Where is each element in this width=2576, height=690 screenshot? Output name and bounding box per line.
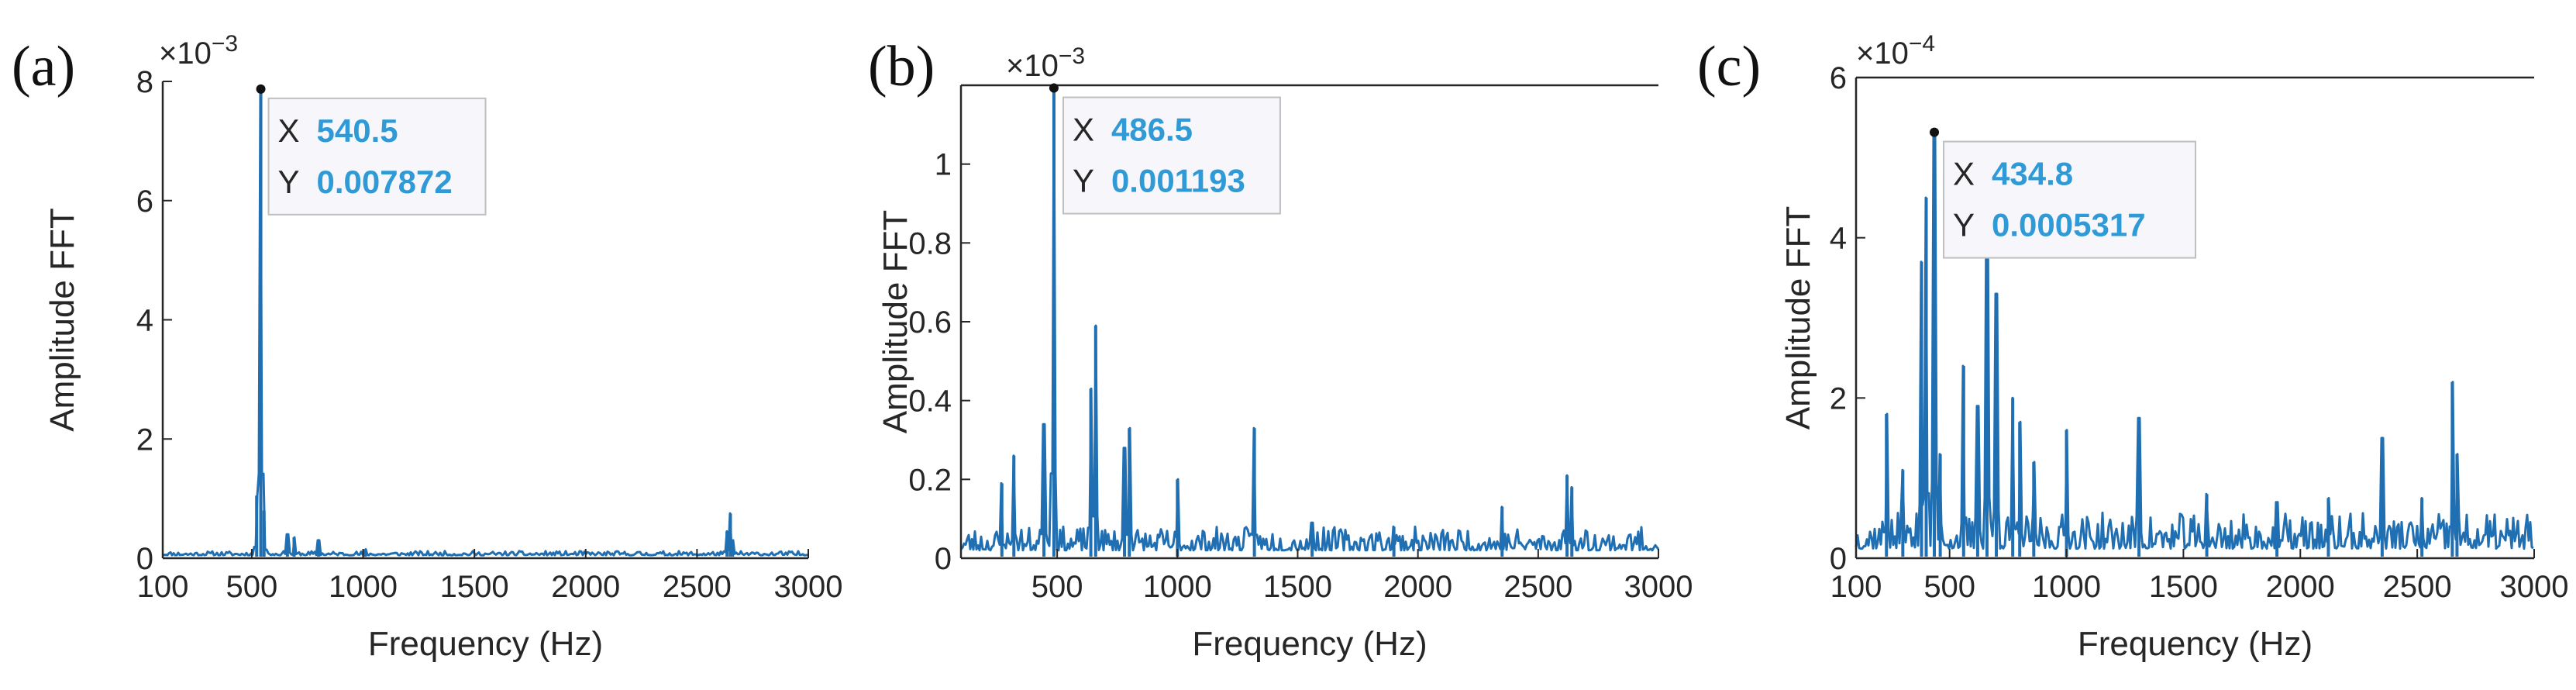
x-tick-label: 500: [1923, 570, 1975, 604]
datatip-marker: [1049, 83, 1059, 93]
datatip-box: [1943, 140, 2197, 259]
y-axis-label: Amplitude FFT: [1779, 206, 1817, 430]
exponent-label: ×10−4: [1856, 31, 1935, 71]
datatip-box: [267, 97, 487, 216]
x-tick-label: 1500: [2149, 570, 2218, 604]
x-tick-label: 500: [1031, 570, 1083, 604]
y-tick-label: 0.6: [908, 305, 952, 340]
x-tick-label: 1500: [440, 570, 509, 604]
x-tick-label: 2000: [2266, 570, 2335, 604]
exponent-label: ×10−3: [159, 31, 238, 71]
y-tick-label: 0: [1830, 542, 1847, 576]
exponent-base: ×10: [1856, 36, 1909, 71]
y-tick-label: 0.4: [908, 385, 952, 419]
spectrum-series: [162, 88, 808, 557]
x-tick-label: 2000: [551, 570, 620, 604]
x-tick-label: 3000: [1624, 570, 1693, 604]
x-tick-label: 500: [226, 570, 278, 604]
datatip-y-key: Y: [1953, 207, 1975, 243]
datatip-marker: [256, 84, 266, 94]
x-tick-label: 1000: [1143, 570, 1212, 604]
y-tick-label: 4: [136, 304, 153, 338]
y-tick-label: 0: [935, 542, 952, 576]
y-tick-label: 8: [136, 65, 153, 99]
exponent-power: −3: [1059, 43, 1085, 69]
x-tick-label: 2500: [1503, 570, 1572, 604]
y-tick-label: 4: [1830, 222, 1847, 256]
y-axis-label: Amplitude FFT: [43, 208, 81, 432]
fft-panel-b: 500 1000 1500 2000 2500 3000 0 0.2 0.4 0.6 0.8 1 ×10…: [868, 35, 1693, 663]
datatip-x-key: X: [1073, 112, 1094, 148]
x-tick-label: 100: [137, 570, 189, 604]
y-tick-label: 0: [136, 542, 153, 576]
panel-label: (a): [12, 35, 75, 98]
y-tick-label: 2: [1830, 381, 1847, 416]
x-axis-label: Frequency (Hz): [368, 625, 603, 663]
x-tick-label: 1000: [2032, 570, 2101, 604]
y-tick-label: 0.2: [908, 463, 952, 497]
x-tick-label: 3000: [2500, 570, 2569, 604]
datatip-y-value: 0.001193: [1111, 163, 1245, 199]
panel-label: (b): [868, 35, 935, 98]
x-axis-label: Frequency (Hz): [1192, 625, 1427, 663]
datatip-y-key: Y: [1073, 163, 1094, 199]
x-tick-label: 100: [1830, 570, 1882, 604]
x-tick-label: 2500: [663, 570, 732, 604]
exponent-power: −3: [212, 31, 238, 57]
spectrum-series: [959, 87, 1660, 552]
y-tick-label: 6: [136, 185, 153, 219]
datatip-marker: [1930, 127, 1940, 137]
exponent-base: ×10: [1006, 49, 1059, 83]
exponent-base: ×10: [159, 36, 212, 71]
datatip-x-value: 434.8: [1992, 156, 2073, 192]
datatip-x-key: X: [278, 112, 300, 149]
datatip-y-key: Y: [278, 164, 300, 200]
exponent-power: −4: [1909, 31, 1935, 57]
datatip-x-key: X: [1953, 156, 1975, 192]
x-tick-label: 3000: [774, 570, 843, 604]
x-axis-label: Frequency (Hz): [2078, 625, 2313, 663]
exponent-label: ×10−3: [1006, 43, 1085, 83]
y-tick-label: 6: [1830, 61, 1847, 95]
spectrum-series: [1855, 131, 2534, 550]
x-tick-label: 1000: [329, 570, 398, 604]
fft-panel-a: 100 500 1000 1500 2000 2500 3000 0 2 4 6 8×10−3 Freq…: [12, 31, 842, 663]
x-tick-label: 1500: [1263, 570, 1332, 604]
fft-panel-c: 100 500 1000 1500 2000 2500 3000 0 2 4 6 ×10−4 Frequ…: [1697, 31, 2568, 663]
datatip-y-value: 0.007872: [317, 164, 453, 200]
datatip-x-value: 540.5: [317, 112, 398, 149]
x-tick-label: 2500: [2383, 570, 2452, 604]
y-axis-label: Amplitude FFT: [876, 210, 914, 434]
y-tick-label: 1: [935, 148, 952, 182]
panel-label: (c): [1697, 35, 1761, 98]
datatip-x-value: 486.5: [1111, 112, 1193, 148]
x-tick-label: 2000: [1383, 570, 1452, 604]
y-tick-label: 2: [136, 423, 153, 457]
datatip-box: [1062, 96, 1281, 215]
datatip-y-value: 0.0005317: [1992, 207, 2146, 243]
y-tick-label: 0.8: [908, 226, 952, 260]
